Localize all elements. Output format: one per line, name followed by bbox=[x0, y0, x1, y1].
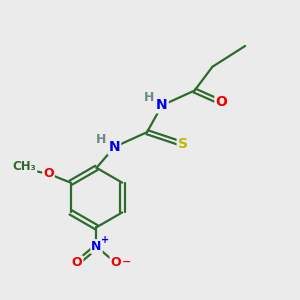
Text: S: S bbox=[178, 137, 188, 151]
Text: O: O bbox=[72, 256, 83, 269]
Text: +: + bbox=[101, 235, 109, 245]
Text: N: N bbox=[156, 98, 168, 112]
Text: O: O bbox=[110, 256, 121, 269]
Text: CH₃: CH₃ bbox=[13, 160, 37, 173]
Text: O: O bbox=[43, 167, 54, 180]
Text: O: O bbox=[215, 95, 227, 110]
Text: H: H bbox=[144, 92, 154, 104]
Text: N: N bbox=[109, 140, 120, 154]
Text: H: H bbox=[96, 133, 106, 146]
Text: N: N bbox=[91, 240, 102, 253]
Text: −: − bbox=[122, 256, 131, 266]
